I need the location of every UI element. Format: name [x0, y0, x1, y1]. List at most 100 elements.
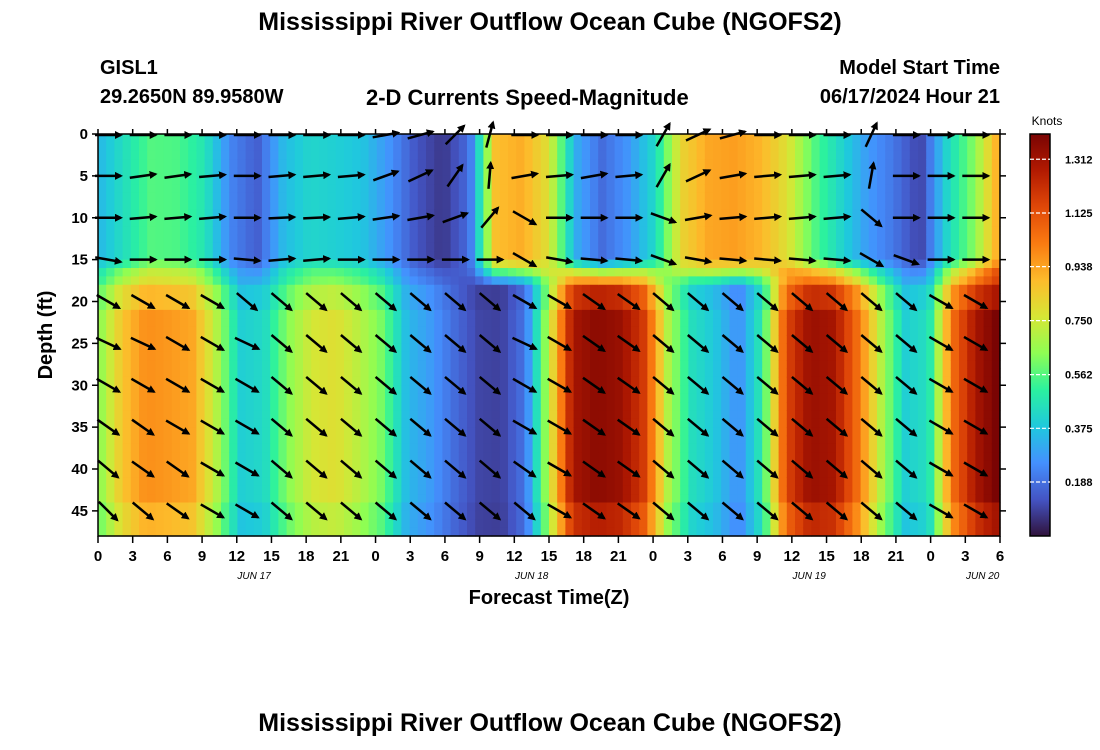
heatmap-cell: [639, 201, 648, 210]
heatmap-cell: [647, 460, 657, 470]
heatmap-cell: [639, 343, 648, 353]
heatmap-cell: [303, 175, 312, 185]
heatmap-cell: [680, 184, 689, 194]
heatmap-cell: [655, 276, 665, 286]
heatmap-cell: [581, 410, 591, 420]
heatmap-cell: [467, 209, 476, 219]
heatmap-cell: [171, 217, 181, 227]
heatmap-cell: [729, 268, 739, 277]
heatmap-cell: [827, 368, 837, 378]
heatmap-cell: [426, 318, 435, 328]
heatmap-cell: [376, 469, 386, 478]
heatmap-cell: [598, 360, 607, 370]
heatmap-cell: [721, 167, 730, 177]
heatmap-cell: [286, 234, 296, 244]
heatmap-cell: [836, 309, 845, 319]
heatmap-cell: [721, 485, 730, 495]
heatmap-cell: [409, 301, 419, 311]
heatmap-cell: [114, 268, 124, 277]
heatmap-cell: [885, 217, 894, 227]
heatmap-cell: [516, 443, 525, 453]
heatmap-cell: [827, 167, 837, 177]
heatmap-cell: [147, 452, 156, 462]
heatmap-cell: [499, 385, 509, 395]
heatmap-cell: [98, 510, 107, 520]
heatmap-cell: [212, 259, 222, 269]
heatmap-cell: [639, 251, 648, 261]
heatmap-cell: [934, 326, 944, 336]
heatmap-cell: [877, 234, 886, 244]
heatmap-cell: [524, 209, 534, 219]
heatmap-cell: [98, 134, 107, 143]
heatmap-cell: [942, 201, 952, 210]
heatmap-cell: [663, 452, 673, 462]
heatmap-cell: [139, 134, 148, 143]
heatmap-cell: [327, 435, 337, 445]
heatmap-cell: [918, 309, 927, 319]
heatmap-cell: [335, 159, 345, 169]
heatmap-cell: [590, 527, 599, 537]
heatmap-cell: [622, 142, 632, 152]
heatmap-cell: [286, 410, 296, 420]
heatmap-cell: [130, 368, 140, 378]
heatmap-cell: [770, 443, 780, 453]
heatmap-cell: [581, 284, 591, 294]
heatmap-cell: [196, 268, 206, 277]
heatmap-cell: [270, 167, 279, 177]
heatmap-cell: [565, 268, 575, 277]
heatmap-cell: [458, 192, 468, 202]
heatmap-cell: [926, 460, 935, 470]
heatmap-cell: [139, 234, 148, 244]
heatmap-cell: [98, 477, 107, 487]
heatmap-cell: [598, 435, 607, 445]
heatmap-cell: [795, 443, 804, 453]
heatmap-cell: [852, 402, 862, 411]
heatmap-cell: [221, 519, 230, 529]
heatmap-cell: [581, 527, 591, 537]
heatmap-cell: [639, 209, 648, 219]
heatmap-cell: [335, 175, 345, 185]
heatmap-cell: [803, 376, 812, 386]
heatmap-cell: [942, 376, 952, 386]
heatmap-cell: [278, 326, 288, 336]
heatmap-cell: [360, 402, 370, 411]
heatmap-cell: [278, 435, 288, 445]
heatmap-cell: [475, 226, 484, 236]
heatmap-cell: [417, 251, 427, 261]
heatmap-cell: [770, 184, 780, 194]
heatmap-cell: [475, 217, 484, 227]
heatmap-cell: [901, 226, 911, 236]
heatmap-cell: [926, 393, 935, 403]
heatmap-cell: [335, 376, 345, 386]
heatmap-cell: [180, 393, 189, 403]
heatmap-cell: [212, 519, 222, 529]
heatmap-cell: [622, 360, 632, 370]
heatmap-cell: [196, 175, 206, 185]
heatmap-cell: [680, 410, 689, 420]
heatmap-cell: [204, 435, 214, 445]
heatmap-cell: [204, 393, 214, 403]
heatmap-cell: [434, 268, 443, 277]
heatmap-cell: [491, 150, 501, 160]
heatmap-cell: [721, 460, 730, 470]
heatmap-cell: [581, 226, 591, 236]
heatmap-cell: [540, 150, 550, 160]
heatmap-cell: [180, 326, 189, 336]
heatmap-cell: [278, 418, 288, 428]
heatmap-cell: [909, 142, 919, 152]
heatmap-cell: [631, 268, 640, 277]
heatmap-cell: [188, 293, 197, 303]
heatmap-cell: [606, 435, 616, 445]
heatmap-cell: [590, 226, 599, 236]
heatmap-cell: [303, 242, 312, 252]
heatmap-cell: [803, 201, 812, 210]
heatmap-cell: [204, 494, 214, 504]
heatmap-cell: [786, 134, 796, 143]
heatmap-cell: [672, 276, 681, 286]
heatmap-cell: [262, 276, 271, 286]
heatmap-cell: [737, 309, 747, 319]
heatmap-cell: [573, 510, 583, 520]
heatmap-cell: [549, 318, 558, 328]
heatmap-cell: [655, 159, 665, 169]
heatmap-cell: [98, 268, 107, 277]
